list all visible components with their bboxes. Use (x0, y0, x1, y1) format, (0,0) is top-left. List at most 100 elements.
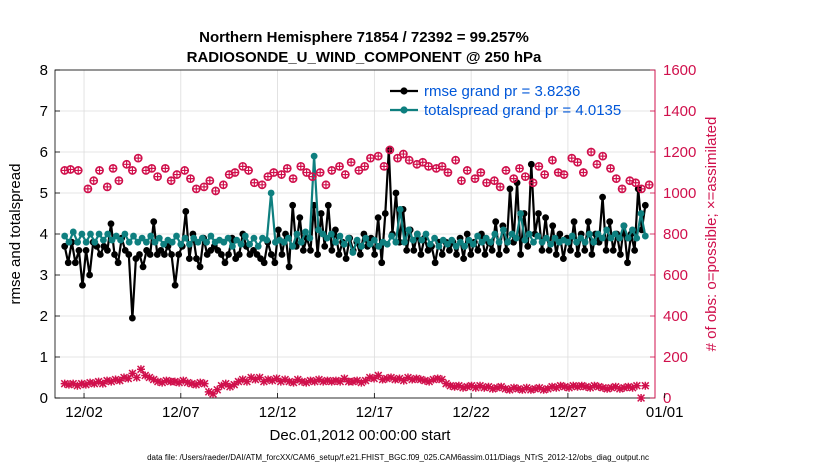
rmse-point (289, 201, 297, 209)
obs-possible-cross (510, 175, 518, 183)
totalspread-point (465, 236, 473, 244)
obs-assimilated-point (522, 383, 531, 392)
obs-assimilated-point (200, 379, 209, 388)
y-right-tick-label: 1200 (663, 144, 696, 161)
rmse-point (506, 185, 514, 193)
totalspread-point (74, 238, 81, 246)
obs-possible-cross (645, 181, 653, 189)
obs-assimilated-point (603, 384, 612, 393)
totalspread-point (405, 226, 413, 234)
obs-possible-cross (560, 170, 568, 179)
totalspread-point (82, 238, 90, 246)
obs-assimilated-point (153, 377, 162, 386)
totalspread-point (383, 240, 391, 248)
obs-possible-cross (515, 164, 524, 172)
obs-assimilated-point (433, 374, 442, 383)
obs-assimilated-point (378, 375, 387, 384)
obs-possible-cross (167, 177, 175, 185)
obs-possible-cross (361, 162, 369, 170)
rmse-point (588, 251, 596, 258)
totalspread-point (237, 240, 245, 248)
y-right-tick-label: 1000 (663, 185, 696, 202)
series-obs-assimilated (60, 365, 650, 402)
totalspread-point (590, 238, 598, 246)
rmse-point (581, 247, 589, 254)
obs-assimilated-point (403, 373, 412, 382)
totalspread-point (112, 232, 120, 240)
totalspread-point (190, 234, 198, 242)
rmse-point (463, 230, 471, 238)
totalspread-point (512, 234, 520, 242)
totalspread-point (392, 238, 400, 246)
y-left-tick-label: 2 (40, 308, 48, 325)
obs-possible-cross (283, 164, 291, 172)
obs-assimilated-point (145, 373, 154, 382)
obs-assimilated-point (310, 377, 319, 386)
totalspread-point (263, 236, 271, 244)
obs-assimilated-point (556, 381, 565, 390)
obs-assimilated-point (615, 384, 624, 393)
rmse-point (438, 251, 446, 258)
obs-assimilated-point (264, 375, 273, 384)
totalspread-point (366, 240, 374, 248)
obs-assimilated-point (552, 383, 561, 392)
left-axis: 0 1 2 3 4 5 6 7 8 (40, 62, 60, 407)
totalspread-point (186, 240, 193, 248)
obs-assimilated-point (628, 383, 637, 392)
obs-possible-cross (529, 179, 537, 187)
series-obs-possible (60, 145, 654, 196)
y-left-tick-label: 1 (40, 349, 48, 366)
obs-assimilated-point (141, 371, 150, 380)
totalspread-point (336, 232, 344, 240)
obs-assimilated-point (560, 382, 569, 391)
rmse-point (96, 251, 104, 258)
obs-assimilated-point (136, 365, 145, 374)
rmse-point (584, 218, 592, 226)
totalspread-point (104, 230, 112, 238)
obs-assimilated-point (565, 383, 574, 392)
obs-assimilated-point (641, 381, 650, 390)
obs-assimilated-point (73, 381, 82, 390)
totalspread-point (267, 189, 275, 197)
obs-assimilated-point (276, 377, 285, 386)
totalspread-point (319, 230, 327, 238)
obs-possible-cross (239, 162, 247, 170)
obs-possible-cross (457, 177, 466, 185)
rmse-point (71, 259, 79, 267)
obs-assimilated-point (132, 373, 141, 382)
totalspread-point (130, 232, 137, 240)
totalspread-point (603, 226, 611, 234)
obs-assimilated-point (437, 375, 446, 384)
chart-title-line1: Northern Hemisphere 71854 / 72392 = 99.2… (199, 29, 529, 46)
obs-assimilated-point (86, 378, 95, 387)
totalspread-point (401, 238, 408, 246)
obs-possible-cross (153, 173, 162, 181)
totalspread-point (525, 230, 533, 238)
obs-possible-cross (109, 164, 117, 172)
obs-possible-cross (579, 168, 587, 177)
rmse-point (136, 251, 143, 258)
rmse-point (307, 247, 314, 254)
totalspread-point (629, 226, 636, 234)
obs-assimilated-point (225, 382, 234, 391)
rmse-point (285, 263, 293, 271)
obs-assimilated-point (361, 376, 370, 385)
obs-assimilated-point (509, 383, 518, 392)
totalspread-point (340, 240, 348, 248)
totalspread-point (517, 210, 524, 217)
obs-assimilated-point (162, 376, 171, 385)
obs-possible-cross (335, 162, 344, 170)
totalspread-point (181, 234, 189, 242)
obs-possible-cross (444, 168, 452, 177)
rmse-point (492, 218, 500, 226)
obs-assimilated-point (476, 381, 485, 390)
rmse-point (235, 251, 243, 258)
obs-possible-cross (535, 162, 543, 170)
rmse-point (545, 247, 553, 254)
obs-possible-cross (74, 166, 82, 175)
obs-assimilated-point (340, 374, 349, 383)
obs-assimilated-point (514, 384, 523, 393)
totalspread-point (233, 236, 241, 244)
rmse-point (538, 247, 546, 254)
x-tick-label: 12/22 (452, 404, 490, 421)
